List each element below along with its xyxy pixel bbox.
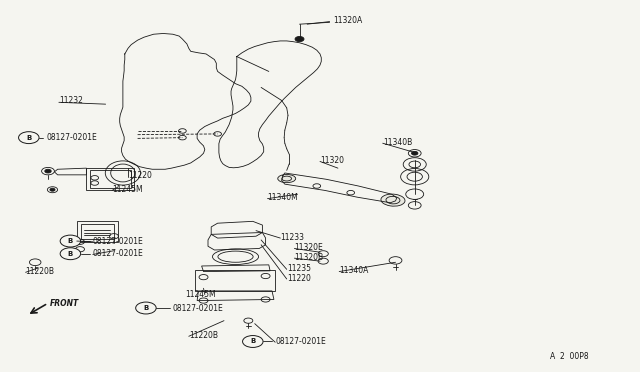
Circle shape	[243, 336, 263, 347]
Text: 08127-0201E: 08127-0201E	[275, 337, 326, 346]
Text: 11245M: 11245M	[186, 290, 216, 299]
Text: 11340M: 11340M	[268, 193, 298, 202]
Text: 11340B: 11340B	[383, 138, 412, 147]
Text: 08127-0201E: 08127-0201E	[93, 237, 143, 246]
Text: 11320B: 11320B	[294, 253, 324, 262]
Circle shape	[60, 248, 81, 260]
Text: A  2  00P8: A 2 00P8	[550, 352, 589, 361]
Text: 08127-0201E: 08127-0201E	[173, 304, 223, 312]
Bar	[81, 224, 114, 239]
Bar	[86, 168, 134, 190]
Text: 11220B: 11220B	[189, 331, 218, 340]
Text: 11235: 11235	[287, 264, 311, 273]
Text: 08127-0201E: 08127-0201E	[93, 249, 143, 258]
Text: 11232: 11232	[59, 96, 83, 105]
Bar	[195, 270, 275, 291]
Circle shape	[19, 132, 39, 144]
Circle shape	[60, 235, 81, 247]
Text: 11220: 11220	[128, 171, 152, 180]
Text: B: B	[143, 305, 148, 311]
Text: 11320A: 11320A	[333, 16, 362, 25]
Text: B: B	[68, 251, 73, 257]
Ellipse shape	[381, 194, 405, 206]
Circle shape	[136, 302, 156, 314]
Circle shape	[412, 151, 418, 155]
Ellipse shape	[278, 174, 296, 183]
Text: B: B	[26, 135, 31, 141]
Text: 11320: 11320	[320, 156, 344, 165]
Text: B: B	[250, 339, 255, 344]
Text: 11220: 11220	[287, 274, 310, 283]
Text: 11220B: 11220B	[26, 267, 54, 276]
Text: 11340A: 11340A	[339, 266, 369, 275]
Circle shape	[295, 36, 304, 42]
Bar	[77, 221, 118, 242]
Text: B: B	[68, 238, 73, 244]
Text: 11320E: 11320E	[294, 243, 323, 252]
Text: FRONT: FRONT	[50, 299, 79, 308]
Circle shape	[50, 188, 55, 191]
Text: 11233: 11233	[280, 233, 305, 242]
Text: 11245M: 11245M	[112, 185, 143, 194]
Text: 08127-0201E: 08127-0201E	[46, 133, 97, 142]
Circle shape	[45, 169, 51, 173]
Bar	[90, 170, 131, 188]
